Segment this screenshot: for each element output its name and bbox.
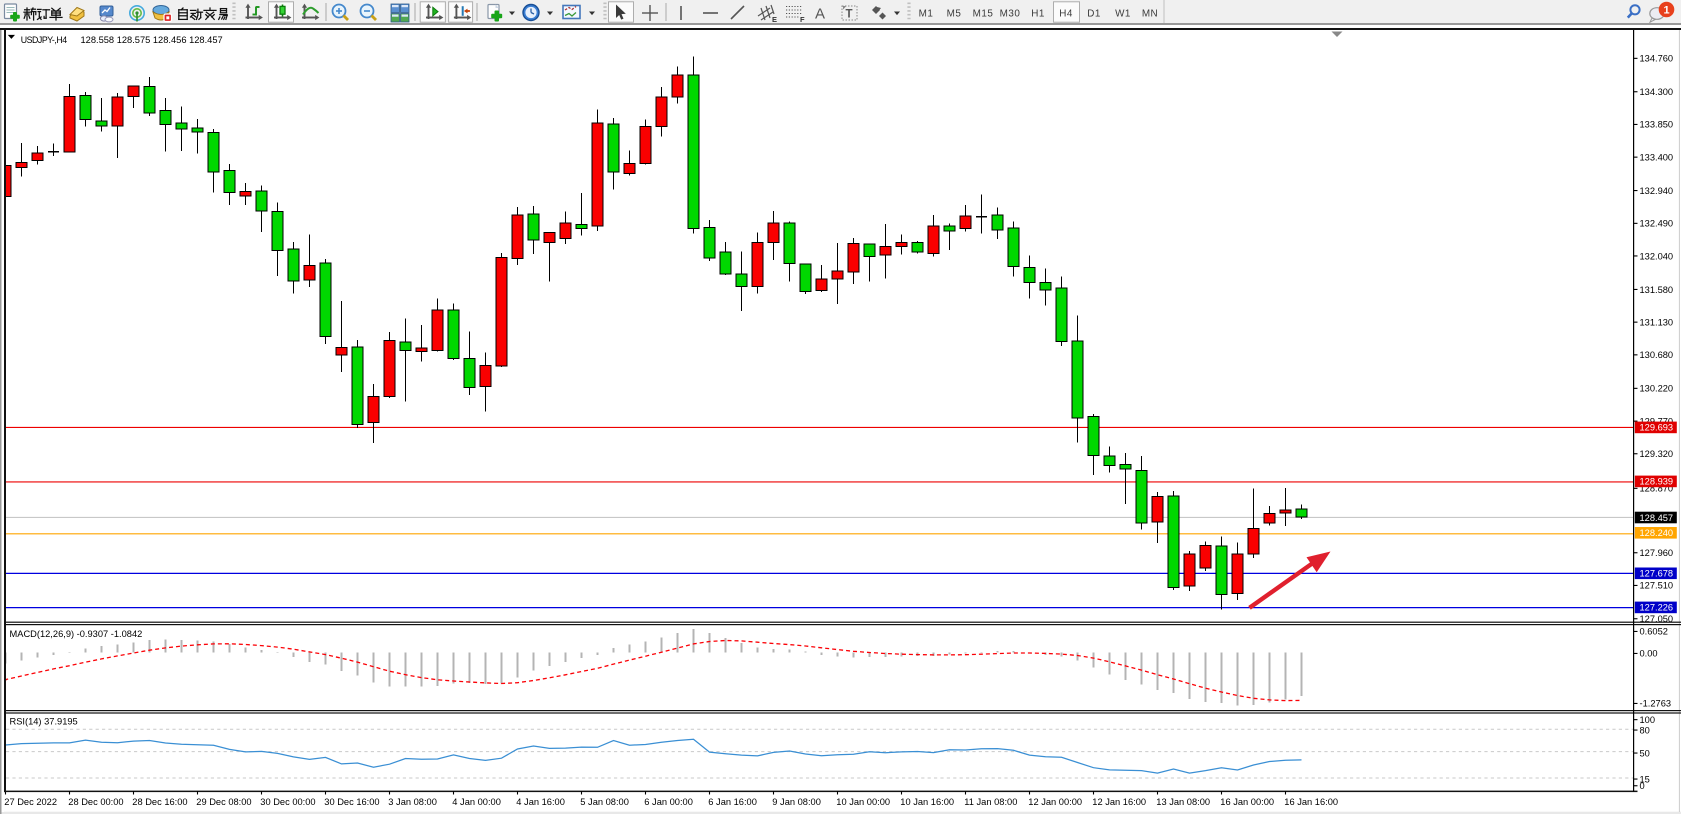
- svg-text:130.680: 130.680: [1640, 350, 1674, 360]
- svg-text:132.490: 132.490: [1640, 219, 1674, 229]
- svg-text:128.558 128.575 128.456 128.45: 128.558 128.575 128.456 128.457: [81, 35, 223, 45]
- svg-text:6 Jan 00:00: 6 Jan 00:00: [644, 797, 693, 807]
- svg-text:12 Jan 16:00: 12 Jan 16:00: [1092, 797, 1146, 807]
- svg-text:H4: H4: [1059, 9, 1073, 20]
- svg-text:134.300: 134.300: [1640, 87, 1674, 97]
- svg-text:MACD(12,26,9) -0.9307 -1.0842: MACD(12,26,9) -0.9307 -1.0842: [10, 629, 143, 639]
- svg-text:3 Jan 08:00: 3 Jan 08:00: [388, 797, 437, 807]
- svg-text:F: F: [800, 15, 805, 24]
- svg-text:A: A: [815, 6, 825, 23]
- svg-text:129.693: 129.693: [1640, 423, 1674, 433]
- svg-text:10 Jan 00:00: 10 Jan 00:00: [836, 797, 890, 807]
- svg-text:127.510: 127.510: [1640, 581, 1674, 591]
- svg-text:D1: D1: [1087, 9, 1101, 20]
- svg-text:6 Jan 16:00: 6 Jan 16:00: [708, 797, 757, 807]
- svg-text:1: 1: [1663, 5, 1669, 17]
- svg-text:16 Jan 16:00: 16 Jan 16:00: [1284, 797, 1338, 807]
- svg-text:127.678: 127.678: [1640, 569, 1674, 579]
- svg-text:127.226: 127.226: [1640, 603, 1674, 613]
- svg-text:M1: M1: [919, 9, 934, 20]
- svg-text:M5: M5: [947, 9, 962, 20]
- svg-text:132.940: 132.940: [1640, 186, 1674, 196]
- svg-text:4 Jan 00:00: 4 Jan 00:00: [452, 797, 501, 807]
- svg-text:H1: H1: [1031, 9, 1045, 20]
- svg-text:133.400: 133.400: [1640, 153, 1674, 163]
- svg-text:100: 100: [1640, 715, 1656, 725]
- svg-text:28 Dec 16:00: 28 Dec 16:00: [132, 797, 187, 807]
- svg-text:10 Jan 16:00: 10 Jan 16:00: [900, 797, 954, 807]
- svg-text:12 Jan 00:00: 12 Jan 00:00: [1028, 797, 1082, 807]
- svg-text:127.050: 127.050: [1640, 614, 1674, 624]
- svg-text:5 Jan 08:00: 5 Jan 08:00: [580, 797, 629, 807]
- svg-text:15: 15: [1640, 774, 1650, 784]
- svg-text:M15: M15: [973, 9, 994, 20]
- svg-text:132.040: 132.040: [1640, 251, 1674, 261]
- svg-text:E: E: [772, 15, 777, 24]
- svg-text:133.850: 133.850: [1640, 120, 1674, 130]
- svg-text:MN: MN: [1142, 9, 1158, 20]
- svg-text:129.770: 129.770: [1640, 416, 1674, 426]
- svg-text:50: 50: [1640, 748, 1650, 758]
- svg-text:128.870: 128.870: [1640, 484, 1674, 494]
- svg-text:129.320: 129.320: [1640, 449, 1674, 459]
- svg-text:0.00: 0.00: [1640, 649, 1658, 659]
- svg-text:13 Jan 08:00: 13 Jan 08:00: [1156, 797, 1210, 807]
- svg-text:0.6052: 0.6052: [1640, 627, 1668, 637]
- svg-text:128.939: 128.939: [1640, 477, 1674, 487]
- svg-text:27 Dec 2022: 27 Dec 2022: [4, 797, 57, 807]
- svg-text:80: 80: [1640, 725, 1650, 735]
- svg-text:134.760: 134.760: [1640, 54, 1674, 64]
- svg-text:4 Jan 16:00: 4 Jan 16:00: [516, 797, 565, 807]
- svg-text:29 Dec 08:00: 29 Dec 08:00: [196, 797, 251, 807]
- svg-text:RSI(14) 37.9195: RSI(14) 37.9195: [10, 717, 78, 727]
- svg-text:11 Jan 08:00: 11 Jan 08:00: [964, 797, 1017, 807]
- svg-text:128.240: 128.240: [1640, 528, 1674, 538]
- svg-text:30 Dec 16:00: 30 Dec 16:00: [324, 797, 379, 807]
- svg-text:9 Jan 08:00: 9 Jan 08:00: [772, 797, 821, 807]
- svg-text:-1.2763: -1.2763: [1640, 699, 1672, 709]
- svg-text:131.130: 131.130: [1640, 318, 1674, 328]
- svg-text:16 Jan 00:00: 16 Jan 00:00: [1220, 797, 1274, 807]
- svg-text:W1: W1: [1115, 9, 1131, 20]
- svg-text:30 Dec 00:00: 30 Dec 00:00: [260, 797, 315, 807]
- svg-text:0: 0: [1640, 781, 1645, 791]
- svg-text:T: T: [846, 9, 853, 21]
- svg-text:128.457: 128.457: [1640, 513, 1674, 523]
- svg-text:131.580: 131.580: [1640, 285, 1674, 295]
- svg-text:USDJPY-,H4: USDJPY-,H4: [21, 35, 68, 45]
- svg-text:M30: M30: [1000, 9, 1021, 20]
- svg-text:127.960: 127.960: [1640, 548, 1674, 558]
- svg-text:28 Dec 00:00: 28 Dec 00:00: [68, 797, 123, 807]
- svg-text:130.220: 130.220: [1640, 384, 1674, 394]
